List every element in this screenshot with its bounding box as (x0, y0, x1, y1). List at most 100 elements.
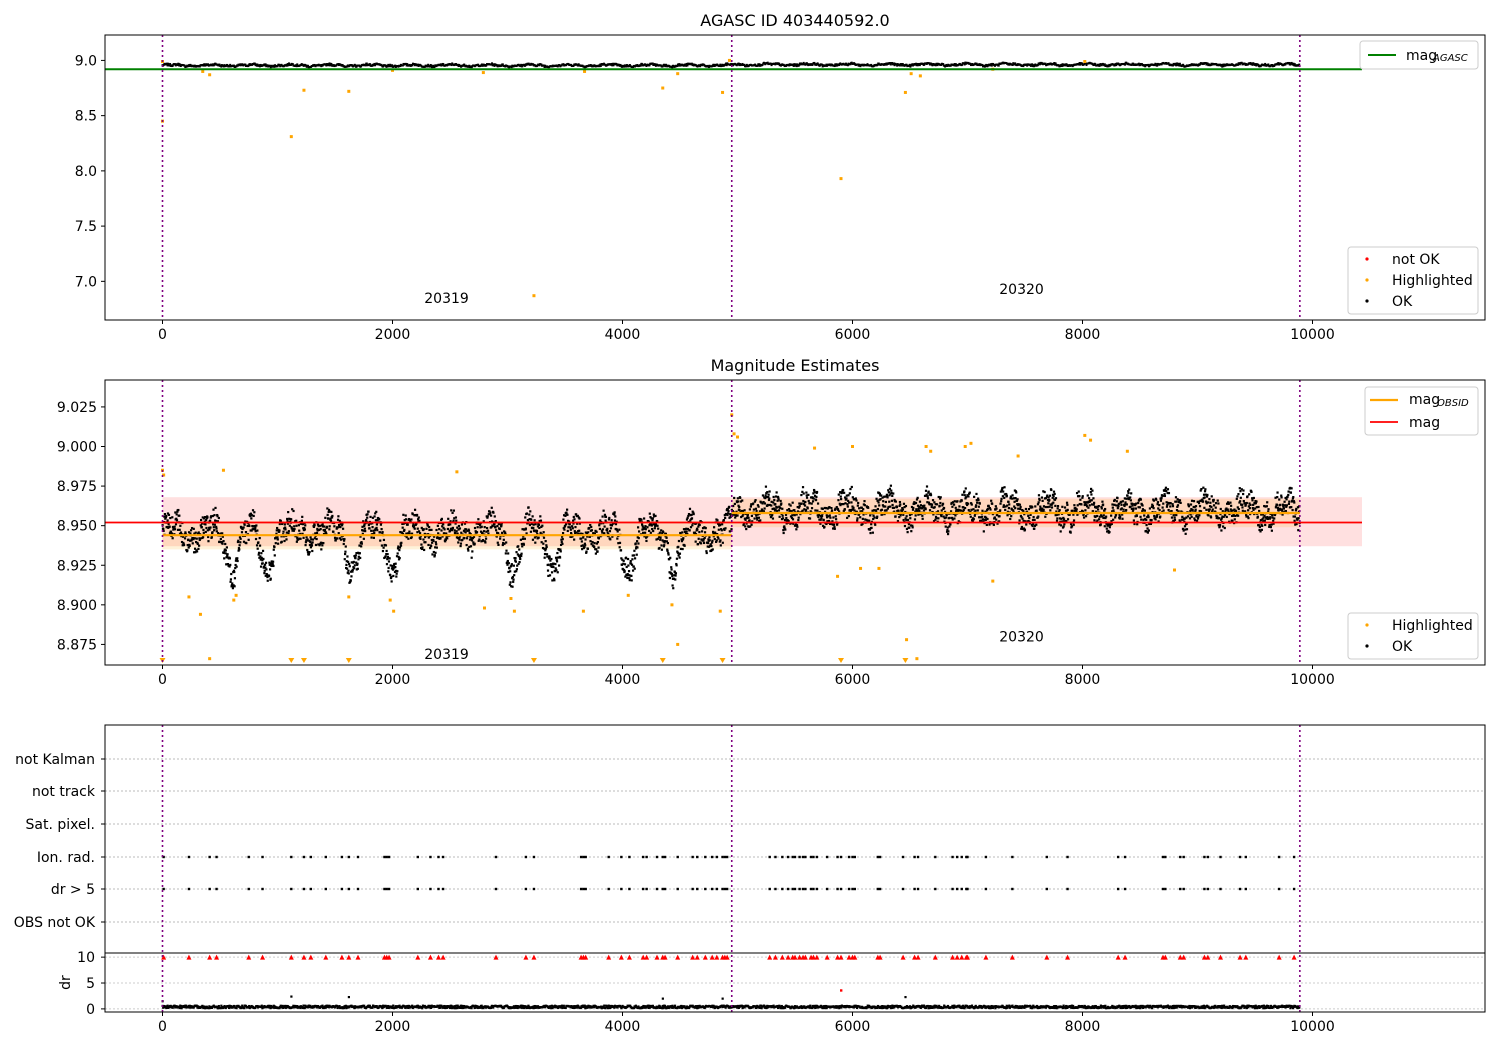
ok-point (1000, 500, 1003, 503)
ok-point (580, 540, 583, 543)
ok-point (899, 63, 902, 66)
ok-point (316, 523, 320, 526)
ok-point (429, 546, 432, 550)
ok-point (615, 528, 619, 531)
ok-point (672, 577, 676, 581)
ok-point (764, 63, 767, 66)
ok-point (1066, 503, 1069, 506)
ok-point (293, 528, 296, 531)
ok-point (618, 546, 621, 549)
ok-point (173, 525, 176, 528)
ok-point (1054, 62, 1057, 65)
ok-point (210, 515, 213, 518)
ok-point (467, 529, 471, 532)
ok-point (175, 519, 179, 522)
legend-top-box (1359, 40, 1479, 70)
ok-point (1117, 505, 1120, 508)
ok-point (1175, 509, 1179, 512)
ok-point (1293, 64, 1296, 67)
ok-point (1104, 516, 1107, 520)
ok-point (533, 519, 536, 522)
ok-point (554, 562, 557, 566)
ok-point (286, 519, 289, 523)
ok-point (975, 499, 978, 502)
ok-point (778, 62, 781, 65)
ok-point (322, 541, 325, 545)
ok-point (519, 557, 522, 561)
ok-point (241, 527, 244, 531)
chart-title: Magnitude Estimates (711, 356, 880, 375)
ok-point (683, 544, 686, 547)
ok-point (1147, 514, 1150, 517)
highlighted-point (1083, 60, 1087, 64)
ok-point (251, 509, 255, 512)
highlighted-point (903, 90, 907, 94)
ok-point (469, 532, 472, 536)
ok-point (1145, 518, 1148, 521)
ok-point (678, 64, 681, 67)
ok-point (915, 498, 919, 501)
ok-point (628, 64, 631, 67)
ok-point (637, 537, 640, 540)
ok-point (1178, 499, 1182, 502)
ok-point (625, 65, 628, 68)
ok-point (1021, 517, 1024, 520)
ok-point (1132, 519, 1135, 522)
ok-point (654, 514, 657, 518)
ok-point (221, 532, 224, 535)
ok-point (645, 539, 648, 543)
ok-point (807, 499, 810, 503)
ok-point (325, 525, 329, 528)
ok-point (235, 565, 238, 568)
ok-point (870, 523, 873, 526)
ok-point (404, 518, 408, 521)
ok-point (197, 547, 200, 550)
ok-point (549, 559, 552, 562)
ok-point (374, 512, 377, 515)
ok-point (1103, 525, 1106, 528)
ok-point (774, 63, 777, 66)
ok-point (620, 557, 623, 560)
ok-point (1157, 507, 1160, 510)
ok-point (430, 538, 433, 542)
ok-point (676, 550, 679, 553)
ok-point (461, 538, 464, 542)
ok-point (322, 532, 326, 536)
ok-point (1094, 515, 1097, 519)
ok-point (1240, 61, 1243, 64)
ok-point (313, 537, 317, 540)
ok-point (996, 522, 999, 525)
legend-label: Highlighted (1392, 273, 1473, 289)
ok-point (1055, 519, 1059, 522)
ok-point (540, 541, 543, 544)
ok-point (284, 528, 287, 531)
ok-point (675, 557, 679, 560)
ok-point (164, 517, 167, 520)
ok-point (832, 516, 835, 519)
ok-point (776, 506, 779, 509)
ok-point (943, 510, 947, 513)
ok-point (639, 64, 642, 67)
ok-point (733, 502, 736, 506)
ok-point (767, 493, 770, 496)
ok-point (706, 545, 709, 548)
ok-point (770, 500, 773, 503)
ok-point (559, 548, 562, 551)
ok-point (623, 570, 626, 573)
ok-point (916, 509, 919, 513)
ok-point (1087, 506, 1090, 509)
ok-point (805, 491, 808, 494)
ok-point (202, 531, 205, 534)
ok-point (945, 63, 948, 66)
ok-point (949, 510, 953, 513)
ok-point (229, 563, 232, 567)
ok-point (429, 65, 432, 68)
ok-point (756, 64, 759, 67)
ok-point (794, 63, 797, 66)
ok-point (1079, 63, 1082, 66)
ok-point (531, 538, 535, 541)
ok-point (1099, 523, 1102, 526)
ok-point (249, 515, 252, 518)
ok-point (852, 508, 855, 511)
ok-point (295, 65, 298, 68)
